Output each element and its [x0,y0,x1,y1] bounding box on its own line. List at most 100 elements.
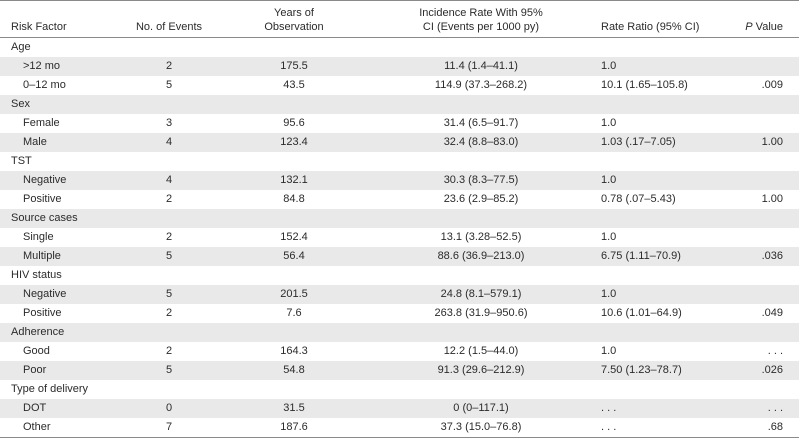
incidence-cell: 24.8 (8.1–579.1) [440,288,522,300]
p-value-cell [740,171,783,190]
years-cell: 84.8 [283,193,305,205]
rate-ratio-cell: 1.0 [601,345,617,357]
events-cell: 5 [165,288,173,300]
p-value-cell: .026 [761,364,783,376]
factor-label: Positive [23,307,62,319]
incidence-cell: 88.6 (36.9–213.0) [437,250,525,262]
p-value-cell [740,285,783,304]
table-row: Negative 4 132.1 30.3 (8.3–77.5) 1.0 [0,171,799,190]
group-row: Type of delivery [0,380,799,399]
p-value-cell [740,57,783,76]
years-cell: 54.8 [283,364,305,376]
rate-ratio-cell: 0.78 (.07–5.43) [601,193,676,205]
events-cell: 5 [165,364,173,376]
years-cell: 123.4 [280,136,308,148]
rate-ratio-cell: 10.6 (1.01–64.9) [601,307,682,319]
incidence-cell: 31.4 (6.5–91.7) [443,117,519,129]
group-row: Source cases [0,209,799,228]
table-header: Risk Factor No. of Events Years of Obser… [0,0,799,38]
factor-label: Other [23,421,51,433]
table-row: Poor 5 54.8 91.3 (29.6–212.9) 7.50 (1.23–78.… [0,361,799,380]
group-label: Type of delivery [11,383,89,395]
header-p-value: P Value [740,20,783,34]
years-cell: 7.6 [286,307,302,319]
factor-label: Poor [23,364,47,376]
years-cell: 56.4 [283,250,305,262]
table-row: Negative 5 201.5 24.8 (8.1–579.1) 1.0 [0,285,799,304]
factor-label: Negative [23,174,67,186]
header-incidence-line2: CI (Events per 1000 py) [422,21,540,33]
header-incidence-line1: Incidence Rate With 95% [419,7,543,19]
header-events: No. of Events [135,21,203,33]
header-p-italic: P [745,21,753,33]
p-value-cell: . . . [767,345,783,357]
events-cell: 2 [165,307,173,319]
table-row: DOT 0 31.5 0 (0–117.1) . . . . . . [0,399,799,418]
years-cell: 43.5 [283,79,305,91]
factor-label: >12 mo [23,60,60,72]
rate-ratio-cell: 1.03 (.17–7.05) [601,136,676,148]
group-row: Adherence [0,323,799,342]
incidence-cell: 114.9 (37.3–268.2) [434,79,528,91]
incidence-cell: 37.3 (15.0–76.8) [440,421,522,433]
events-cell: 4 [165,174,173,186]
factor-label: Negative [23,288,67,300]
factor-label: Positive [23,193,62,205]
events-cell: 3 [165,117,173,129]
p-value-cell: .036 [761,250,783,262]
events-cell: 5 [165,79,173,91]
header-risk-factor: Risk Factor [11,21,67,33]
rate-ratio-cell: 1.0 [601,288,617,300]
header-years-line1: Years of [274,7,314,19]
table-row: 0–12 mo 5 43.5 114.9 (37.3–268.2) 10.1 (1.65… [0,76,799,95]
factor-label: Multiple [23,250,61,262]
years-cell: 31.5 [283,402,305,414]
factor-label: Good [23,345,50,357]
factor-label: DOT [23,402,47,414]
group-label: TST [11,155,32,167]
table-row: Male 4 123.4 32.4 (8.8–83.0) 1.03 (.17–7.05)… [0,133,799,152]
incidence-cell: 23.6 (2.9–85.2) [443,193,519,205]
incidence-cell: 263.8 (31.9–950.6) [434,307,528,319]
events-cell: 4 [165,136,173,148]
rate-ratio-cell: 1.0 [601,60,617,72]
incidence-cell: 12.2 (1.5–44.0) [443,345,519,357]
table-bottom-rule [0,437,799,438]
table-row: Good 2 164.3 12.2 (1.5–44.0) 1.0 . . . [0,342,799,361]
incidence-cell: 32.4 (8.8–83.0) [443,136,519,148]
group-label: Adherence [11,326,65,338]
header-p-rest: Value [752,21,783,33]
rate-ratio-cell: 7.50 (1.23–78.7) [601,364,682,376]
incidence-cell: 30.3 (8.3–77.5) [443,174,519,186]
rate-ratio-cell: 1.0 [601,174,617,186]
p-value-cell: .68 [767,421,783,433]
factor-label: Female [23,117,60,129]
incidence-cell: 11.4 (1.4–41.1) [444,60,518,72]
table-row: Other 7 187.6 37.3 (15.0–76.8) . . . .68 [0,418,799,437]
events-cell: 2 [165,193,173,205]
incidence-cell: 91.3 (29.6–212.9) [437,364,525,376]
years-cell: 187.6 [280,421,308,433]
p-value-cell: .049 [761,307,783,319]
group-row: Sex [0,95,799,114]
rate-ratio-cell: . . . [601,402,617,414]
table-row: Female 3 95.6 31.4 (6.5–91.7) 1.0 [0,114,799,133]
table-row: Positive 2 7.6 263.8 (31.9–950.6) 10.6 (1.01… [0,304,799,323]
rate-ratio-cell: 10.1 (1.65–105.8) [601,79,688,91]
group-row: HIV status [0,266,799,285]
group-label: HIV status [11,269,62,281]
table-row: Single 2 152.4 13.1 (3.28–52.5) 1.0 [0,228,799,247]
events-cell: 2 [165,345,173,357]
rate-ratio-cell: 1.0 [601,117,617,129]
incidence-cell: 13.1 (3.28–52.5) [440,231,522,243]
p-value-cell: . . . [767,402,783,414]
group-label: Age [11,41,31,53]
events-cell: 7 [165,421,173,433]
factor-label: Single [23,231,54,243]
group-row: TST [0,152,799,171]
group-row: Age [0,38,799,57]
p-value-cell: 1.00 [761,193,783,205]
incidence-cell: 0 (0–117.1) [453,402,509,414]
rate-ratio-cell: 6.75 (1.11–70.9) [601,250,681,262]
